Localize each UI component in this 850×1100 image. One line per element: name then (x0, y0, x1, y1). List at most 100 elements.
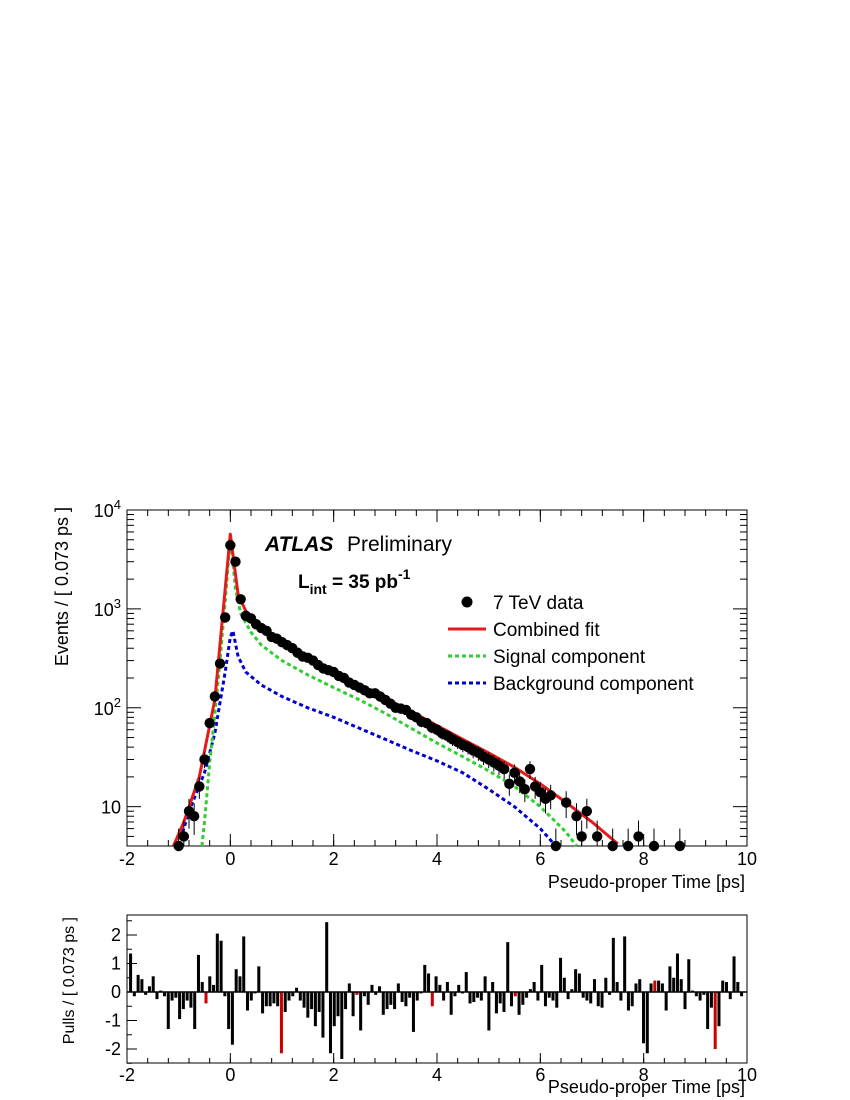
bottom-y-tick-label: 1 (111, 954, 121, 974)
pull-bar (589, 992, 593, 1004)
pull-bar (276, 992, 280, 1007)
data-point (199, 754, 210, 765)
pull-bar (668, 966, 672, 992)
pull-bar (619, 992, 623, 1001)
pull-bar (362, 992, 366, 997)
data-point (235, 594, 246, 605)
pull-bar (200, 982, 204, 992)
data-point (524, 763, 536, 775)
pull-bar (502, 992, 506, 1012)
pull-bar (732, 956, 736, 993)
pull-bar (683, 992, 687, 1010)
pull-bar (709, 992, 713, 1008)
data-point (560, 797, 572, 808)
pull-bar (140, 979, 144, 992)
pull-bar (555, 992, 559, 1008)
data-point (230, 556, 241, 567)
bottom-y-tick-label: -1 (105, 1011, 121, 1031)
data-point (178, 831, 190, 842)
legend-label-background: Background component (493, 674, 694, 695)
top-y-tick-exponent: 4 (114, 497, 121, 512)
pull-bar (427, 973, 431, 992)
bottom-y-axis-title: Pulls / [ 0.073 ps ] (61, 917, 78, 1044)
pull-bar (657, 980, 661, 992)
pull-bar (634, 983, 638, 992)
bottom-y-ticks: 2 1 0 -1 -2 (105, 920, 137, 1064)
legend: 7 TeV data Combined fit Signal component… (448, 593, 694, 695)
pull-bar (204, 992, 208, 1004)
legend-label-signal: Signal component (493, 647, 646, 668)
pull-bar (713, 992, 717, 1049)
pull-bar (400, 992, 404, 1002)
pull-bar (736, 982, 740, 992)
top-x-tick-label: 6 (535, 849, 545, 869)
top-x-tick-label: 10 (737, 849, 757, 869)
pull-bar (438, 984, 442, 993)
pull-bar (498, 992, 502, 1004)
pull-bar (310, 992, 314, 1010)
pull-bar (181, 992, 185, 1010)
pull-bar (408, 992, 412, 998)
pull-bar (321, 992, 325, 1038)
pull-bar (189, 992, 193, 1008)
legend-label-combined: Combined fit (493, 620, 600, 641)
pull-bar (479, 992, 483, 1001)
pull-bar (630, 992, 634, 1007)
pull-bar (302, 992, 306, 1008)
top-y-tick-base: 10 (94, 600, 114, 620)
pull-bar (577, 973, 581, 992)
pull-bar (528, 989, 532, 992)
top-y-tick-label: 103 (94, 596, 121, 620)
pull-bar (547, 992, 551, 998)
data-point (509, 767, 520, 778)
pull-bar (174, 992, 178, 998)
lumi-rest: = 35 pb (327, 572, 398, 593)
top-y-tick-base: 10 (101, 798, 121, 818)
data-point (519, 784, 531, 795)
pull-bar (679, 979, 683, 992)
top-x-tick-label: 8 (639, 849, 649, 869)
lumi-sub: int (310, 581, 327, 597)
pull-bar (449, 992, 453, 1015)
pull-bar (615, 982, 619, 992)
data-point (633, 831, 644, 842)
top-y-tick-label: 10 (101, 798, 121, 818)
pull-bar (340, 992, 344, 1059)
pull-bar (291, 992, 295, 997)
pull-bar (510, 992, 514, 1007)
data-point (591, 831, 603, 842)
pull-bar (694, 992, 698, 997)
pull-bar (295, 987, 299, 992)
pull-bar (525, 992, 529, 998)
pull-bar (660, 983, 664, 992)
pull-bar (513, 992, 517, 997)
bottom-x-tick-label: 4 (432, 1065, 442, 1085)
pull-bar (434, 976, 438, 992)
bottom-x-tick-label: 2 (329, 1065, 339, 1085)
pull-bar (717, 992, 721, 1027)
pull-bar (272, 992, 276, 1004)
pull-bar (702, 992, 706, 995)
pull-bar (381, 992, 385, 1015)
pull-bar (389, 992, 393, 1005)
data-point (571, 811, 582, 822)
pull-bar (215, 933, 219, 992)
pull-bar (208, 976, 212, 992)
pull-bar (472, 992, 476, 1002)
pull-bar (491, 982, 495, 992)
pull-bar (396, 983, 400, 992)
bottom-x-axis-title: Pseudo-proper Time [ps] (548, 1077, 745, 1097)
pull-bar (378, 986, 382, 992)
pull-bar (611, 937, 615, 992)
pull-bar (238, 976, 242, 992)
top-y-tick-exponent: 3 (114, 596, 121, 611)
pull-bar (581, 992, 585, 998)
pull-bar (494, 992, 498, 1014)
pull-bar (623, 936, 627, 992)
pull-bar (344, 992, 348, 1010)
pull-bar (351, 992, 355, 1017)
data-point (498, 763, 510, 775)
bottom-x-tick-label: 8 (639, 1065, 649, 1085)
